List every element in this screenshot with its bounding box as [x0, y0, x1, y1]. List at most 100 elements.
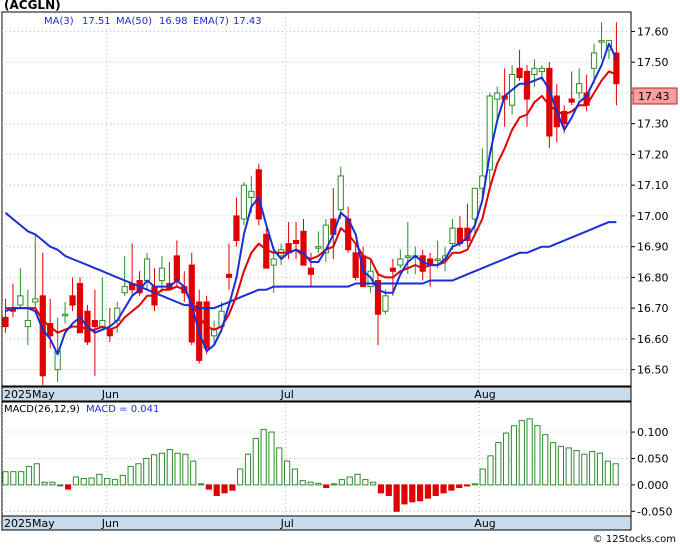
macd-bar — [221, 484, 228, 494]
candle — [568, 71, 575, 106]
macd-bar — [456, 484, 463, 489]
macd-bar — [33, 463, 40, 486]
x-axis-label: Aug — [474, 517, 495, 530]
candle — [300, 218, 307, 266]
x-axis-label: 2025May — [4, 388, 55, 401]
macd-bar — [534, 425, 541, 486]
price-y-tick-label: 16.60 — [637, 333, 669, 346]
price-y-tick-label: 17.10 — [637, 179, 669, 192]
candle-body-up — [322, 224, 329, 254]
last-price-label: 17.43 — [638, 90, 670, 103]
candle-body-up — [24, 319, 31, 328]
candle — [531, 59, 538, 87]
candle-body-down — [91, 319, 99, 328]
macd-bar — [111, 479, 119, 486]
price-lines — [4, 42, 618, 356]
candle — [613, 22, 620, 106]
macd-bar — [80, 478, 87, 486]
candle-body-down — [389, 267, 396, 272]
candle-body-up — [121, 286, 128, 294]
macd-y-axis: 0.100 0.050 0.000 -0.050 — [631, 426, 672, 518]
candle — [523, 65, 531, 127]
candle — [225, 243, 233, 290]
macd-bar — [542, 434, 549, 486]
macd-bars — [2, 418, 619, 512]
macd-bar — [424, 484, 432, 499]
candle — [292, 222, 300, 259]
macd-bar — [127, 465, 134, 486]
macd-y-tick-label: 0.000 — [637, 479, 669, 492]
candle-body-up — [17, 295, 24, 306]
candle — [486, 92, 493, 186]
macd-bar — [479, 468, 486, 486]
x-axis-label: Jul — [280, 388, 294, 401]
macd-legend-label: MACD(26,12,9) — [4, 404, 80, 415]
macd-bar — [565, 447, 572, 486]
candle-body-up — [434, 258, 441, 261]
candle-body-down — [76, 283, 84, 334]
macd-bar — [2, 471, 9, 486]
candle — [315, 231, 322, 253]
candle-body-up — [449, 227, 456, 245]
macd-bar — [299, 480, 306, 486]
macd-bar — [549, 442, 557, 486]
macd-bar — [244, 453, 252, 486]
macd-grid — [2, 403, 631, 515]
candle — [449, 218, 456, 250]
candle — [32, 234, 39, 309]
macd-bar — [190, 460, 197, 486]
candle — [434, 240, 441, 269]
candle — [516, 49, 523, 81]
macd-bar — [49, 481, 56, 486]
candle-body-down — [69, 295, 76, 306]
macd-legend-value: MACD = 0.041 — [86, 404, 159, 415]
x-axis-label: Jun — [101, 388, 119, 401]
macd-bar — [338, 479, 345, 486]
legend-ma50-value: 16.98 — [159, 16, 188, 27]
ma3-line — [5, 42, 618, 356]
candle-body-up — [590, 52, 598, 69]
macd-bar — [557, 445, 564, 486]
candle — [576, 68, 583, 100]
watermark: © 12Stocks.com — [593, 534, 676, 545]
price-y-tick-label: 16.80 — [637, 271, 669, 284]
macd-bar — [182, 453, 189, 486]
macd-bar — [197, 483, 205, 486]
macd-x-axis: 2025May Jun Jul Aug — [4, 517, 496, 530]
macd-bar — [276, 447, 283, 486]
macd-bar — [291, 468, 299, 486]
candle — [17, 268, 24, 309]
candle-body-down — [568, 98, 575, 103]
price-y-tick-label: 17.30 — [637, 118, 669, 131]
macd-bar — [440, 484, 447, 494]
macd-bar — [119, 474, 126, 486]
x-axis-label: Jun — [101, 517, 119, 530]
ma50-line — [4, 212, 617, 310]
macd-bar — [487, 455, 494, 486]
x-axis-label: Jul — [280, 517, 294, 530]
macd-bar — [385, 484, 392, 496]
candle-body-down — [39, 295, 46, 377]
macd-bar — [362, 479, 369, 486]
candle-body-up — [471, 187, 478, 220]
macd-bar — [237, 468, 244, 486]
macd-bar — [307, 481, 314, 486]
macd-bar — [370, 481, 377, 486]
legend-ma50-label: MA(50) — [116, 16, 152, 27]
candle-body-down — [307, 267, 315, 275]
macd-bar — [315, 482, 322, 486]
macd-y-tick-label: 0.100 — [637, 426, 669, 439]
candle-body-up — [32, 298, 39, 303]
macd-bar — [463, 484, 471, 487]
candle-body-down — [173, 255, 180, 281]
candle-body-down — [292, 240, 300, 245]
candle-body-down — [516, 67, 523, 79]
macd-bar — [346, 476, 353, 486]
macd-bar — [612, 463, 619, 486]
candle-body-down — [613, 52, 620, 85]
candle — [121, 255, 128, 296]
candle-body-up — [62, 313, 69, 317]
candle-body-down — [233, 215, 240, 242]
price-y-tick-label: 17.60 — [637, 25, 669, 38]
